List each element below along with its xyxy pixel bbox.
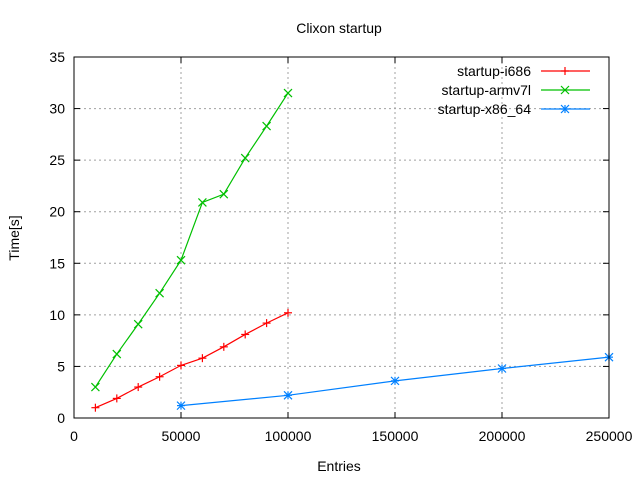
series-group: [90, 88, 614, 412]
marker-stroke: [90, 382, 100, 392]
marker-stroke: [262, 121, 272, 131]
data-point: [497, 364, 507, 373]
y-tick-label: 5: [57, 358, 65, 374]
data-point: [176, 401, 186, 411]
chart-title: Clixon startup: [296, 20, 382, 36]
x-tick-label: 200000: [479, 428, 526, 444]
data-point: [155, 288, 165, 298]
data-point: [112, 394, 121, 403]
data-point: [561, 67, 569, 75]
data-point: [133, 319, 143, 329]
legend-label: startup-x86_64: [438, 101, 532, 117]
marker-stroke: [283, 88, 293, 98]
data-point: [284, 308, 292, 317]
data-point: [90, 382, 100, 392]
y-tick-label: 10: [49, 307, 65, 323]
marker-stroke: [155, 288, 165, 298]
y-tick-label: 30: [49, 101, 65, 117]
data-point: [155, 372, 164, 381]
data-point: [283, 88, 293, 98]
data-point: [219, 189, 229, 199]
data-point: [241, 330, 250, 339]
data-point: [134, 383, 143, 392]
data-point: [262, 319, 271, 328]
marker-stroke: [219, 189, 229, 199]
marker-stroke: [390, 376, 400, 386]
y-axis-label: Time[s]: [6, 215, 22, 260]
marker-stroke: [176, 401, 186, 411]
y-tick-label: 0: [57, 410, 65, 426]
marker-stroke: [560, 104, 570, 114]
marker-stroke: [283, 390, 293, 400]
x-axis-label: Entries: [317, 458, 361, 474]
data-point: [176, 255, 186, 265]
marker-stroke: [133, 319, 143, 329]
x-tick-label: 100000: [265, 428, 312, 444]
marker-stroke: [112, 349, 122, 359]
data-point: [91, 403, 100, 412]
data-point: [240, 153, 250, 163]
data-point: [219, 342, 228, 351]
x-tick-label: 50000: [162, 428, 201, 444]
y-tick-label: 25: [49, 152, 65, 168]
data-point: [390, 376, 400, 386]
ticks: 0 50000 100000 150000 200000 250000 0 5 10 15 20 25…: [49, 49, 632, 444]
data-point: [560, 85, 570, 95]
plot-border: [73, 56, 610, 419]
y-tick-label: 20: [49, 204, 65, 220]
y-tick-label: 15: [49, 255, 65, 271]
data-point: [262, 121, 272, 131]
series-line-startup-i686: [95, 312, 289, 409]
data-point: [177, 361, 185, 370]
marker-stroke: [560, 85, 570, 95]
data-point: [283, 390, 293, 400]
data-point: [198, 354, 207, 363]
legend-label: startup-armv7l: [442, 82, 531, 98]
x-tick-label: 250000: [586, 428, 633, 444]
marker-stroke: [197, 198, 207, 207]
x-tick-label: 0: [70, 428, 78, 444]
x-tick-label: 150000: [372, 428, 419, 444]
data-point: [560, 104, 570, 114]
legend: startup-i686 startup-armv7l startup-x86_64: [438, 63, 590, 117]
marker-stroke: [497, 364, 507, 373]
legend-label: startup-i686: [457, 63, 531, 79]
data-point: [197, 198, 207, 207]
series-line-startup-armv7l: [94, 92, 289, 388]
data-point: [112, 349, 122, 359]
marker-stroke: [176, 255, 186, 265]
marker-stroke: [240, 153, 250, 163]
y-tick-label: 35: [49, 49, 65, 65]
